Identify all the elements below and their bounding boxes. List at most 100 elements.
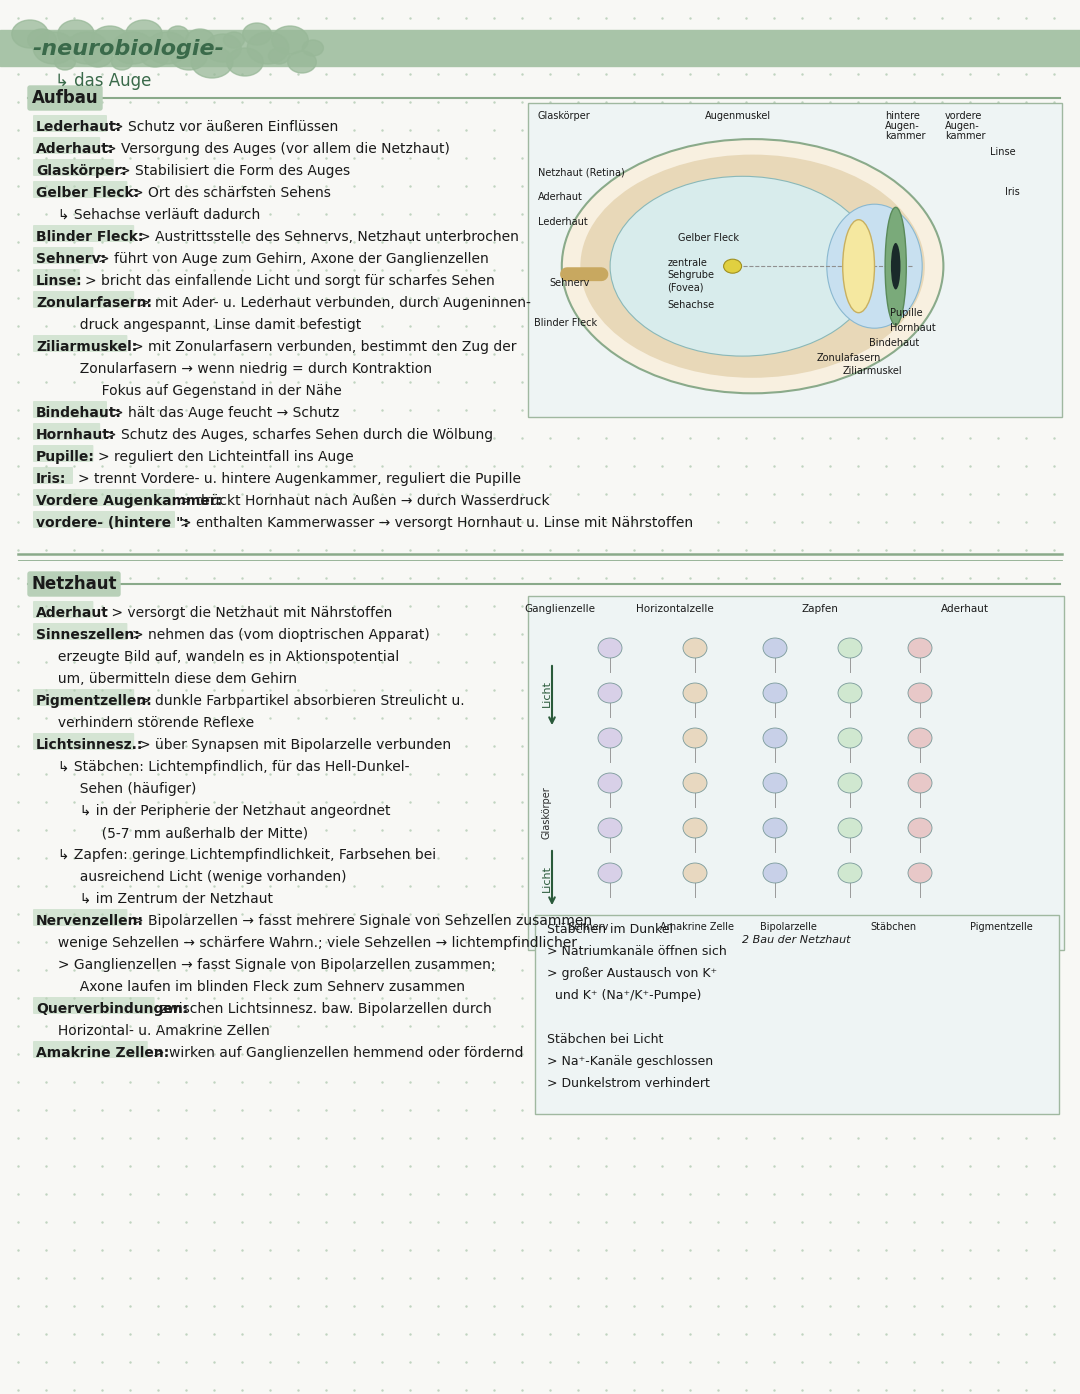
Text: Pigmentzellen:: Pigmentzellen: — [36, 694, 152, 708]
Ellipse shape — [146, 32, 188, 64]
Text: Ziliarmuskel:: Ziliarmuskel: — [36, 340, 137, 354]
Ellipse shape — [125, 20, 162, 47]
Text: ausreichend Licht (wenige vorhanden): ausreichend Licht (wenige vorhanden) — [36, 870, 347, 884]
Text: druck angespannt, Linse damit befestigt: druck angespannt, Linse damit befestigt — [36, 318, 361, 332]
Text: Stäbchen im Dunkel: Stäbchen im Dunkel — [546, 923, 673, 935]
Ellipse shape — [171, 42, 207, 70]
Text: Glaskörper: Glaskörper — [542, 786, 552, 839]
Text: Pupille: Pupille — [890, 308, 923, 318]
Text: > trennt Vordere- u. hintere Augenkammer, reguliert die Pupille: > trennt Vordere- u. hintere Augenkammer… — [78, 473, 521, 487]
Ellipse shape — [272, 26, 308, 54]
Ellipse shape — [167, 26, 188, 42]
FancyBboxPatch shape — [33, 997, 154, 1013]
FancyBboxPatch shape — [528, 103, 1062, 417]
Text: -neurobiologie-: -neurobiologie- — [32, 39, 224, 59]
Text: erzeugte Bild auf, wandeln es in Aktionspotential: erzeugte Bild auf, wandeln es in Aktions… — [36, 650, 400, 664]
Text: Netzhaut (Retina): Netzhaut (Retina) — [538, 167, 624, 177]
FancyBboxPatch shape — [33, 224, 134, 243]
FancyBboxPatch shape — [33, 137, 100, 153]
Ellipse shape — [562, 139, 944, 393]
Text: Amakrine Zelle: Amakrine Zelle — [660, 921, 734, 933]
Text: > mit Ader- u. Lederhaut verbunden, durch Augeninnen-: > mit Ader- u. Lederhaut verbunden, durc… — [139, 296, 531, 309]
Text: Aderhaut: Aderhaut — [538, 192, 583, 202]
Text: Licht: Licht — [542, 864, 552, 892]
Ellipse shape — [269, 47, 289, 64]
Ellipse shape — [140, 45, 170, 67]
Ellipse shape — [55, 54, 76, 70]
FancyBboxPatch shape — [535, 914, 1059, 1114]
Text: Bipolarzelle: Bipolarzelle — [760, 921, 816, 933]
Text: Gelber Fleck:: Gelber Fleck: — [36, 185, 139, 199]
Text: zwischen Lichtsinnesz. baw. Bipolarzellen durch: zwischen Lichtsinnesz. baw. Bipolarzelle… — [160, 1002, 491, 1016]
Text: vordere- (hintere ":: vordere- (hintere ": — [36, 516, 189, 530]
Text: Horizontal- u. Amakrine Zellen: Horizontal- u. Amakrine Zellen — [36, 1025, 270, 1039]
Text: Sehachse: Sehachse — [667, 300, 715, 311]
Ellipse shape — [12, 20, 49, 47]
Text: > Ort des schärfsten Sehens: > Ort des schärfsten Sehens — [133, 185, 332, 199]
Ellipse shape — [838, 683, 862, 703]
Text: > Austrittsstelle des Sehnervs, Netzhaut unterbrochen: > Austrittsstelle des Sehnervs, Netzhaut… — [139, 230, 519, 244]
Text: Aderhaut: Aderhaut — [941, 604, 989, 613]
Text: Stäbchen: Stäbchen — [870, 921, 916, 933]
Ellipse shape — [247, 32, 288, 64]
Ellipse shape — [908, 728, 932, 749]
Text: Sehnerv:: Sehnerv: — [36, 252, 106, 266]
Text: Iris: Iris — [1005, 187, 1020, 197]
Ellipse shape — [838, 638, 862, 658]
Text: > Natriumkanäle öffnen sich: > Natriumkanäle öffnen sich — [546, 945, 727, 958]
Text: Lederhaut: Lederhaut — [538, 217, 588, 227]
Ellipse shape — [891, 243, 901, 290]
Text: Amakrine Zellen:: Amakrine Zellen: — [36, 1046, 170, 1059]
Ellipse shape — [838, 863, 862, 882]
Ellipse shape — [762, 683, 787, 703]
FancyBboxPatch shape — [33, 445, 93, 461]
Text: um, übermitteln diese dem Gehirn: um, übermitteln diese dem Gehirn — [36, 672, 297, 686]
Text: Glaskörper:: Glaskörper: — [36, 164, 126, 178]
Text: Zonularfasern:: Zonularfasern: — [36, 296, 152, 309]
Text: Sehgrube: Sehgrube — [667, 270, 715, 280]
Text: > Stabilisiert die Form des Auges: > Stabilisiert die Form des Auges — [119, 164, 350, 178]
Ellipse shape — [92, 26, 129, 54]
Text: Sinneszellen:: Sinneszellen: — [36, 629, 139, 643]
Text: ↳ in der Peripherie der Netzhaut angeordnet: ↳ in der Peripherie der Netzhaut angeord… — [36, 804, 391, 818]
Text: Licht: Licht — [542, 679, 552, 707]
FancyBboxPatch shape — [28, 572, 120, 597]
Text: Horizontalzelle: Horizontalzelle — [636, 604, 714, 613]
Ellipse shape — [243, 22, 271, 45]
Text: Zapfen: Zapfen — [801, 604, 838, 613]
Text: Aufbau: Aufbau — [31, 89, 98, 107]
Text: Zonularfasern → wenn niedrig = durch Kontraktion: Zonularfasern → wenn niedrig = durch Kon… — [36, 362, 432, 376]
Ellipse shape — [838, 818, 862, 838]
Text: Ganglienzelle: Ganglienzelle — [525, 604, 595, 613]
FancyBboxPatch shape — [33, 467, 73, 484]
Text: > über Synapsen mit Bipolarzelle verbunden: > über Synapsen mit Bipolarzelle verbund… — [139, 737, 451, 751]
Ellipse shape — [762, 728, 787, 749]
Text: Augen-: Augen- — [945, 121, 980, 131]
Text: ↳ Stäbchen: Lichtempfindlich, für das Hell-Dunkel-: ↳ Stäbchen: Lichtempfindlich, für das He… — [36, 760, 409, 774]
Text: Bindehaut:: Bindehaut: — [36, 406, 122, 420]
Ellipse shape — [111, 54, 133, 70]
Ellipse shape — [598, 683, 622, 703]
Bar — [0, 31, 1080, 66]
Text: > nehmen das (vom dioptrischen Apparat): > nehmen das (vom dioptrischen Apparat) — [133, 629, 430, 643]
Ellipse shape — [683, 683, 707, 703]
FancyBboxPatch shape — [33, 623, 127, 640]
Text: Hornhaut:: Hornhaut: — [36, 428, 116, 442]
Text: Bindehaut: Bindehaut — [869, 339, 919, 348]
Ellipse shape — [886, 208, 906, 325]
Text: Linse: Linse — [990, 146, 1015, 158]
FancyBboxPatch shape — [33, 422, 100, 441]
Text: Nervenzellen:: Nervenzellen: — [36, 914, 144, 928]
Text: ↳ das Auge: ↳ das Auge — [55, 72, 151, 91]
Text: > Dunkelstrom verhindert: > Dunkelstrom verhindert — [546, 1078, 710, 1090]
Text: Zonulafasern: Zonulafasern — [816, 353, 880, 364]
FancyBboxPatch shape — [33, 401, 107, 418]
Ellipse shape — [762, 818, 787, 838]
Ellipse shape — [683, 863, 707, 882]
Text: Linse:: Linse: — [36, 275, 83, 289]
Text: Sehnerv: Sehnerv — [568, 921, 608, 933]
Ellipse shape — [724, 259, 742, 273]
Text: > großer Austausch von K⁺: > großer Austausch von K⁺ — [546, 967, 717, 980]
Text: hintere: hintere — [885, 112, 920, 121]
Ellipse shape — [908, 863, 932, 882]
